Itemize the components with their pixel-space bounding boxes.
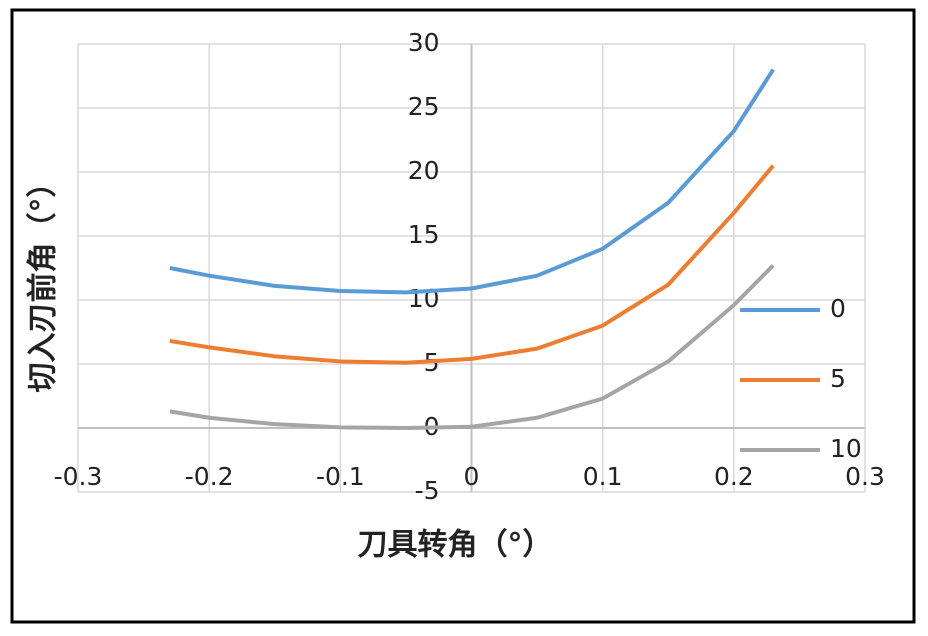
y-tick-label: 15 xyxy=(408,220,440,249)
x-tick-label: 0 xyxy=(464,462,480,491)
y-tick-label: 25 xyxy=(408,92,440,121)
series-line xyxy=(169,264,775,430)
series-line xyxy=(169,68,775,295)
x-tick-label: 0.1 xyxy=(583,462,623,491)
x-tick-label: 0.3 xyxy=(845,462,885,491)
x-tick-label: -0.1 xyxy=(316,462,365,491)
x-tick-label: -0.3 xyxy=(54,462,103,491)
legend-label: 10 xyxy=(830,434,862,463)
y-tick-label: 10 xyxy=(408,284,440,313)
x-tick-label: 0.2 xyxy=(714,462,754,491)
chart-frame xyxy=(10,8,916,624)
x-tick-label: -0.2 xyxy=(185,462,234,491)
y-tick-label: 30 xyxy=(408,28,440,57)
legend-label: 0 xyxy=(830,294,846,323)
y-axis-title: 切入刃前角（°） xyxy=(26,168,61,393)
y-tick-label: 20 xyxy=(408,156,440,185)
legend-label: 5 xyxy=(830,364,846,393)
y-tick-label: -5 xyxy=(415,476,440,505)
x-axis-title: 刀具转角（°） xyxy=(358,528,553,563)
series-line xyxy=(169,164,775,365)
